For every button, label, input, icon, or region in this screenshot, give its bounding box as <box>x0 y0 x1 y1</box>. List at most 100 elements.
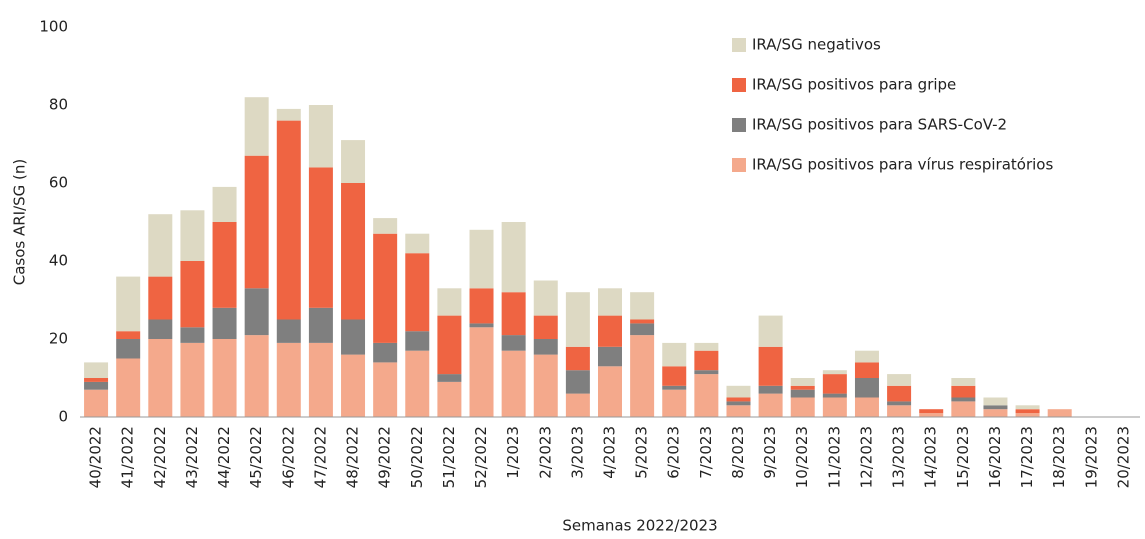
bar-segment <box>1015 413 1040 417</box>
bar-segment <box>180 327 205 343</box>
bar-segment <box>726 401 751 406</box>
bar-segment <box>565 393 590 417</box>
bar-segment <box>630 335 655 417</box>
bar-segment <box>341 183 366 320</box>
bar-segment <box>598 288 622 316</box>
bar-segment <box>630 319 655 324</box>
bar-segment <box>180 342 205 417</box>
bar-segment <box>694 374 719 417</box>
bar-segment <box>822 370 847 375</box>
y-tick-label: 40 <box>49 252 68 270</box>
bar-segment <box>405 253 430 332</box>
bar-segment <box>244 97 269 156</box>
bar-segment <box>373 342 398 363</box>
x-tick-label: 44/2022 <box>215 426 233 488</box>
x-tick-label: 6/2023 <box>665 426 683 479</box>
x-tick-label: 1/2023 <box>504 426 522 479</box>
bar-segment <box>533 339 558 355</box>
bar-segment <box>533 315 558 339</box>
bar-segment <box>565 292 590 347</box>
bar-segment <box>276 120 301 320</box>
bar-segment <box>501 335 526 351</box>
x-tick-label: 20/2023 <box>1114 426 1132 488</box>
bar-segment <box>501 222 526 293</box>
bar-segment <box>565 346 590 371</box>
bar-segment <box>854 362 879 378</box>
x-tick-label: 14/2023 <box>922 426 940 488</box>
bar-segment <box>341 319 366 355</box>
x-tick-label: 50/2022 <box>408 426 426 488</box>
bar-segment <box>341 140 366 183</box>
bar-segment <box>598 315 622 347</box>
bar-segment <box>84 389 109 417</box>
bar-segment <box>276 342 301 417</box>
bar-segment <box>533 280 558 316</box>
x-tick-label: 51/2022 <box>440 426 458 488</box>
bar-segment <box>437 288 462 316</box>
bar-segment <box>148 276 173 320</box>
bar-segment <box>726 397 751 402</box>
legend-swatch <box>732 158 746 172</box>
bar-segment <box>758 385 783 394</box>
bar-segment <box>887 385 912 402</box>
x-tick-label: 8/2023 <box>729 426 747 479</box>
bar-segment <box>919 409 944 414</box>
x-tick-label: 45/2022 <box>247 426 265 488</box>
x-tick-label: 40/2022 <box>87 426 105 488</box>
bar-segment <box>373 218 398 234</box>
bar-segment <box>469 323 494 328</box>
y-tick-label: 80 <box>49 96 68 114</box>
bar-segment <box>854 350 879 363</box>
bar-segment <box>598 366 622 417</box>
x-tick-label: 17/2023 <box>1018 426 1036 488</box>
bar-segment <box>983 405 1008 410</box>
legend-label: IRA/SG positivos para vírus respiratório… <box>752 156 1053 174</box>
bar-segment <box>469 229 494 289</box>
bar-segment <box>437 315 462 375</box>
y-tick-label: 20 <box>49 330 68 348</box>
legend-label: IRA/SG negativos <box>752 36 881 54</box>
bar-segment <box>887 374 912 386</box>
bar-segment <box>116 358 141 417</box>
bar-segment <box>373 362 398 417</box>
bar-segment <box>244 155 269 289</box>
x-tick-label: 47/2022 <box>311 426 329 488</box>
legend-swatch <box>732 38 746 52</box>
x-tick-label: 48/2022 <box>344 426 362 488</box>
legend-swatch <box>732 118 746 132</box>
bar-segment <box>469 327 494 417</box>
legend-label: IRA/SG positivos para gripe <box>752 76 956 94</box>
bar-segment <box>919 413 944 417</box>
x-tick-label: 4/2023 <box>601 426 619 479</box>
x-tick-label: 52/2022 <box>472 426 490 488</box>
x-tick-label: 5/2023 <box>633 426 651 479</box>
bar-segment <box>758 393 783 417</box>
bar-segment <box>726 405 751 417</box>
bar-segment <box>758 346 783 386</box>
bar-segment <box>822 374 847 394</box>
bar-segment <box>1015 409 1040 414</box>
bar-segment <box>212 339 237 417</box>
bar-segment <box>565 370 590 394</box>
bar-segment <box>662 366 687 386</box>
bar-segment <box>84 381 109 390</box>
bar-segment <box>1047 409 1072 417</box>
bar-segment <box>244 335 269 417</box>
x-tick-label: 11/2023 <box>825 426 843 488</box>
bar-segment <box>694 370 719 375</box>
bar-segment <box>630 292 655 320</box>
bar-segment <box>212 307 237 339</box>
x-tick-label: 18/2023 <box>1050 426 1068 488</box>
x-axis-title: Semanas 2022/2023 <box>562 517 717 535</box>
bar-segment <box>469 288 494 324</box>
bar-segment <box>662 342 687 367</box>
bar-segment <box>405 350 430 417</box>
bar-segment <box>694 350 719 371</box>
bar-segment <box>405 233 430 254</box>
bar-segment <box>244 288 269 336</box>
bar-segment <box>212 186 237 222</box>
bar-segment <box>373 233 398 343</box>
x-tick-label: 46/2022 <box>279 426 297 488</box>
bar-segment <box>854 397 879 417</box>
